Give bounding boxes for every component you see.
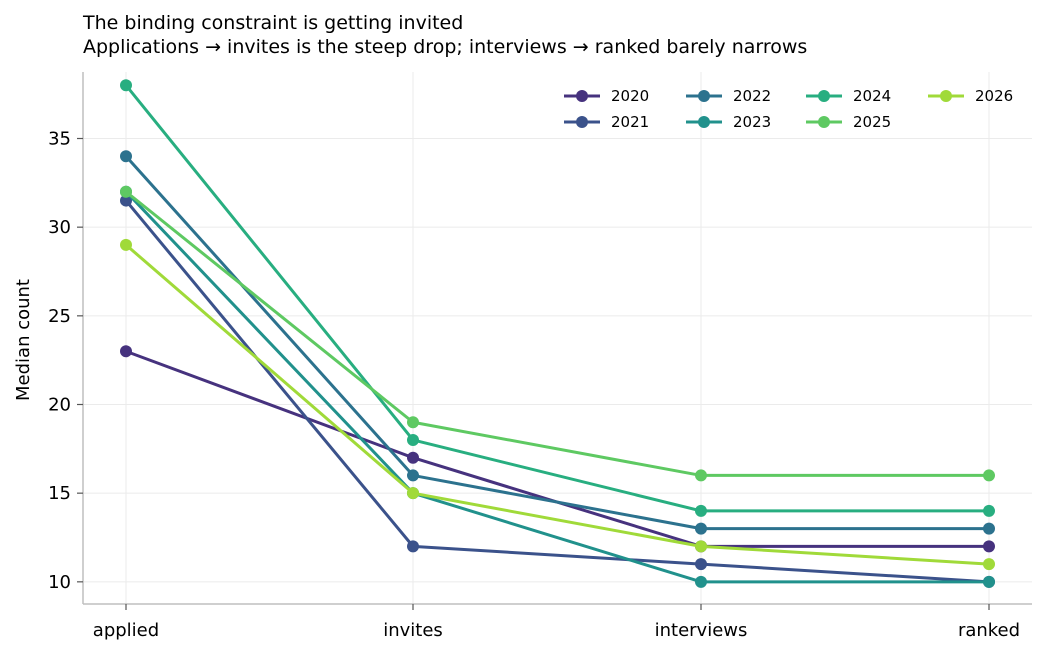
legend-swatch-marker [698,116,710,128]
series-line [124,155,989,531]
legend-swatch-marker [818,116,830,128]
grid [83,72,1032,604]
data-point [407,540,419,553]
legend-label: 2023 [733,113,771,131]
legend-item: 2023 [686,113,771,131]
data-point [120,79,132,92]
legend-item: 2021 [564,113,649,131]
series-line [124,190,989,584]
chart-title: The binding constraint is getting invite… [82,12,463,34]
y-tick-label: 20 [48,395,71,416]
series-2024 [120,79,995,517]
series-line [125,243,990,566]
legend-swatch-marker [576,90,588,102]
legend-swatch-marker [818,90,830,102]
legend-item: 2020 [564,87,649,105]
y-axis-label: Median count [13,279,34,401]
data-point [695,558,707,571]
data-point [695,469,707,482]
legend-label: 2025 [853,113,891,131]
y-tick-label: 30 [48,217,71,238]
data-point [983,558,995,571]
y-tick-label: 10 [48,572,71,593]
legend-label: 2020 [611,87,649,105]
legend: 2020 2021 2022 2023 2024 2025 2026 [564,87,1013,131]
data-point [407,433,419,446]
legend-label: 2022 [733,87,771,105]
x-tick-label: invites [383,620,443,641]
series-layer [120,79,995,588]
data-point [695,540,707,553]
data-point [983,504,995,517]
data-point [407,416,419,429]
legend-item: 2024 [806,87,891,105]
y-tick-label: 25 [48,306,71,327]
data-point [983,575,995,588]
legend-label: 2026 [975,87,1013,105]
data-point [695,575,707,588]
data-point [407,451,419,464]
data-point [983,540,995,553]
legend-item: 2026 [928,87,1013,105]
chart-subtitle: Applications → invites is the steep drop… [83,36,807,58]
y-tick-label: 15 [48,483,71,504]
legend-label: 2024 [853,87,891,105]
data-point [695,522,707,535]
legend-label: 2021 [611,113,649,131]
data-point [120,185,132,198]
data-point [407,487,419,500]
x-tick-label: interviews [655,620,748,641]
legend-item: 2025 [806,113,891,131]
x-tick-label: applied [93,620,159,641]
legend-swatch-marker [940,90,952,102]
series-2022 [120,150,995,535]
legend-item: 2022 [686,87,771,105]
data-point [983,469,995,482]
y-tick-label: 35 [48,129,71,150]
series-line [124,199,990,584]
data-point [983,522,995,535]
data-point [120,194,132,207]
data-point [120,150,132,163]
legend-swatch-marker [576,116,588,128]
series-2026 [120,238,995,571]
x-tick-label: ranked [958,620,1020,641]
legend-swatch-marker [698,90,710,102]
data-point [695,504,707,517]
data-point [120,345,132,358]
series-line [125,190,989,477]
series-2025 [120,185,995,482]
data-point [120,238,132,251]
series-line [124,84,989,513]
data-point [407,469,419,482]
